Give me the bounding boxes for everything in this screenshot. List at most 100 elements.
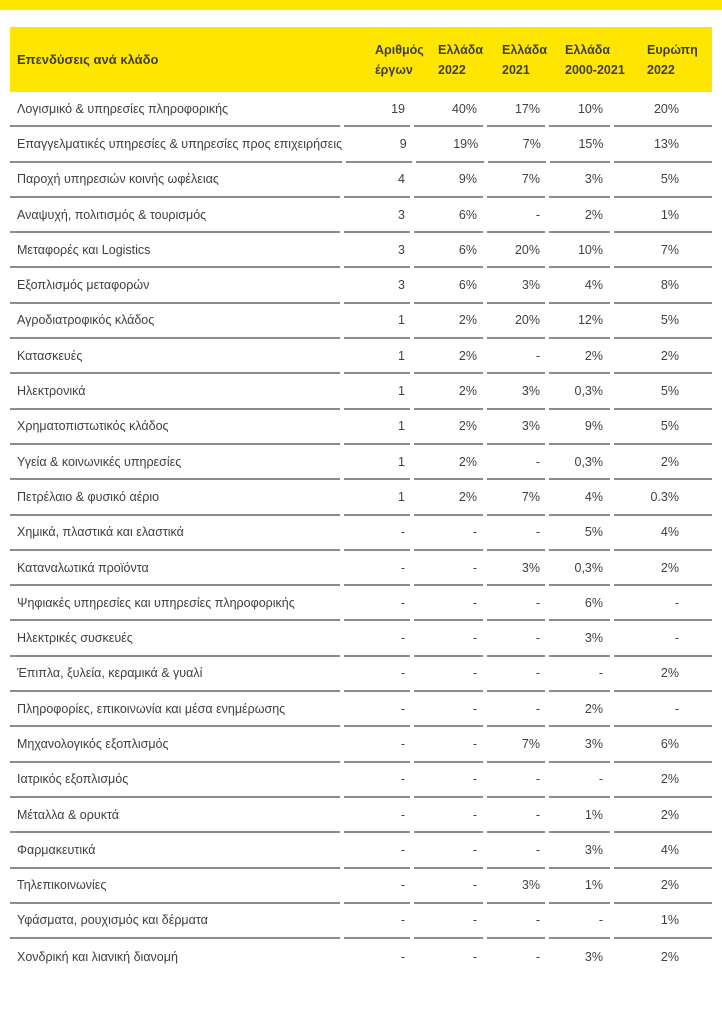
- projects-count: 1: [344, 445, 410, 481]
- table-title: Επενδύσεις ανά κλάδο: [17, 52, 159, 67]
- greece-2000-2021-value: 0,3%: [549, 551, 610, 587]
- greece-2000-2021-value: 0,3%: [549, 445, 610, 481]
- column-header-line: 2021: [502, 62, 530, 77]
- sector-name: Κατασκευές: [10, 339, 340, 375]
- greece-2000-2021-value: 3%: [584, 949, 603, 964]
- greece-2022-value: 6%: [414, 198, 483, 234]
- greece-2022-value: -: [414, 516, 483, 551]
- projects-count: 4: [344, 163, 410, 198]
- column-header-line: Αριθμός: [375, 42, 424, 57]
- sector-name: Μηχανολογικός εξοπλισμός: [10, 727, 340, 763]
- greece-2021-value: -: [487, 904, 545, 940]
- sector-name: Αγροδιατροφικός κλάδος: [10, 304, 340, 340]
- greece-2000-2021-value: 3%: [549, 163, 610, 198]
- greece-2021-value: -: [487, 339, 545, 375]
- projects-count: -: [344, 904, 410, 940]
- greece-2021-value: 20%: [487, 233, 545, 269]
- greece-2000-2021-value: 12%: [549, 304, 610, 340]
- projects-count: 1: [344, 410, 410, 445]
- greece-2022-value: -: [414, 621, 483, 657]
- sector-name: Λογισμικό & υπηρεσίες πληροφορικής: [10, 92, 340, 128]
- greece-2000-2021-value: 0,3%: [549, 374, 610, 410]
- sector-name: Φαρμακευτικά: [10, 833, 340, 869]
- greece-2000-2021-value: 4%: [549, 268, 610, 304]
- greece-2022-value: -: [414, 586, 483, 622]
- column-header-line: έργων: [375, 62, 413, 77]
- projects-count: -: [344, 833, 410, 869]
- column-header-line: Ελλάδα: [438, 42, 484, 57]
- column-header-projects: Αριθμός έργων: [344, 40, 424, 80]
- greece-2000-2021-value: 2%: [549, 339, 610, 375]
- table-row: Λογισμικό & υπηρεσίες πληροφορικής 19 40…: [10, 92, 712, 128]
- table-row: Χημικά, πλαστικά και ελαστικά - - - 5% 4…: [10, 516, 712, 551]
- europe-2022-value: 2%: [614, 657, 712, 693]
- projects-count: 3: [344, 233, 410, 269]
- table-row: Έπιπλα, ξυλεία, κεραμικά & γυαλί - - - -…: [10, 657, 712, 693]
- table-row: Φαρμακευτικά - - - 3% 4%: [10, 833, 712, 869]
- europe-2022-value: 20%: [614, 92, 712, 128]
- column-header-line: 2022: [647, 62, 675, 77]
- table-row: Πληροφορίες, επικοινωνία και μέσα ενημέρ…: [10, 692, 712, 728]
- greece-2022-value: -: [414, 869, 483, 904]
- greece-2000-2021-value: 10%: [549, 233, 610, 269]
- greece-2022-value: 9%: [414, 163, 483, 198]
- greece-2021-value: 3%: [487, 869, 545, 904]
- sector-name: Πετρέλαιο & φυσικό αέριο: [10, 480, 340, 516]
- column-header-greece-2021: Ελλάδα 2021: [487, 40, 547, 80]
- projects-count: 1: [344, 374, 410, 410]
- sector-name: Αναψυχή, πολιτισμός & τουρισμός: [10, 198, 340, 234]
- projects-count: 19: [344, 92, 410, 128]
- europe-2022-value: 7%: [614, 233, 712, 269]
- europe-2022-value: 13%: [614, 127, 712, 163]
- projects-count: 1: [344, 480, 410, 516]
- greece-2022-value: 2%: [414, 480, 483, 516]
- europe-2022-value: 5%: [614, 163, 712, 198]
- europe-2022-value: 0.3%: [614, 480, 712, 516]
- projects-count: 1: [344, 339, 410, 375]
- sector-name: Επαγγελματικές υπηρεσίες & υπηρεσίες προ…: [10, 127, 343, 163]
- europe-2022-value: 5%: [614, 410, 712, 445]
- greece-2022-value: 6%: [414, 233, 483, 269]
- greece-2022-value: 19%: [415, 127, 485, 163]
- column-header-line: 2022: [438, 62, 466, 77]
- table-row: Ηλεκτρονικά 1 2% 3% 0,3% 5%: [10, 374, 712, 410]
- greece-2000-2021-value: 4%: [549, 480, 610, 516]
- table-row: Παροχή υπηρεσιών κοινής ωφέλειας 4 9% 7%…: [10, 163, 712, 198]
- greece-2022-value: -: [414, 692, 483, 728]
- sector-name: Ηλεκτρικές συσκευές: [10, 621, 340, 657]
- greece-2022-value: 2%: [414, 304, 483, 340]
- europe-2022-value: 2%: [614, 445, 712, 481]
- projects-count: -: [344, 692, 410, 728]
- table-row: Αναψυχή, πολιτισμός & τουρισμός 3 6% - 2…: [10, 198, 712, 234]
- greece-2000-2021-value: 9%: [549, 410, 610, 445]
- greece-2021-value: -: [487, 833, 545, 869]
- table-row: Ψηφιακές υπηρεσίες και υπηρεσίες πληροφο…: [10, 586, 712, 622]
- table-row: Μεταφορές και Logistics 3 6% 20% 10% 7%: [10, 233, 712, 269]
- table-body: Λογισμικό & υπηρεσίες πληροφορικής 19 4 0…: [10, 92, 712, 974]
- greece-2022-value: 2%: [414, 445, 483, 481]
- column-header-greece-2022: Ελλάδα 2022: [414, 40, 483, 80]
- projects-count: -: [344, 869, 410, 904]
- greece-2000-2021-value: 15%: [549, 127, 611, 163]
- projects-count: -: [344, 798, 410, 834]
- greece-2000-2021-value: 2%: [549, 198, 610, 234]
- sector-name: Χημικά, πλαστικά και ελαστικά: [10, 516, 340, 551]
- projects-count: 3: [344, 198, 410, 234]
- greece-2022-value: -: [414, 904, 483, 940]
- europe-2022-value: 2%: [660, 949, 679, 964]
- greece-2021-value: -: [487, 198, 545, 234]
- greece-2021-value: 7%: [488, 127, 546, 163]
- greece-2022-value: -: [414, 833, 483, 869]
- greece-2021-value: 3%: [487, 268, 545, 304]
- greece-2021-value: -: [487, 621, 545, 657]
- table-header: Επενδύσεις ανά κλάδο Αριθμός έργων Ελλάδ…: [10, 27, 712, 92]
- greece-2022-value: -: [414, 551, 483, 587]
- europe-2022-value: 1%: [614, 198, 712, 234]
- table-row: Καταναλωτικά προϊόντα - - 3% 0,3% 2%: [10, 551, 712, 587]
- europe-2022-value: 4%: [614, 516, 712, 551]
- greece-2022-value: -: [414, 763, 483, 798]
- sector-name: Ηλεκτρονικά: [10, 374, 340, 410]
- projects-count: 3: [344, 268, 410, 304]
- greece-2000-2021-value: 3%: [549, 833, 610, 869]
- greece-2021-value: 20%: [487, 304, 545, 340]
